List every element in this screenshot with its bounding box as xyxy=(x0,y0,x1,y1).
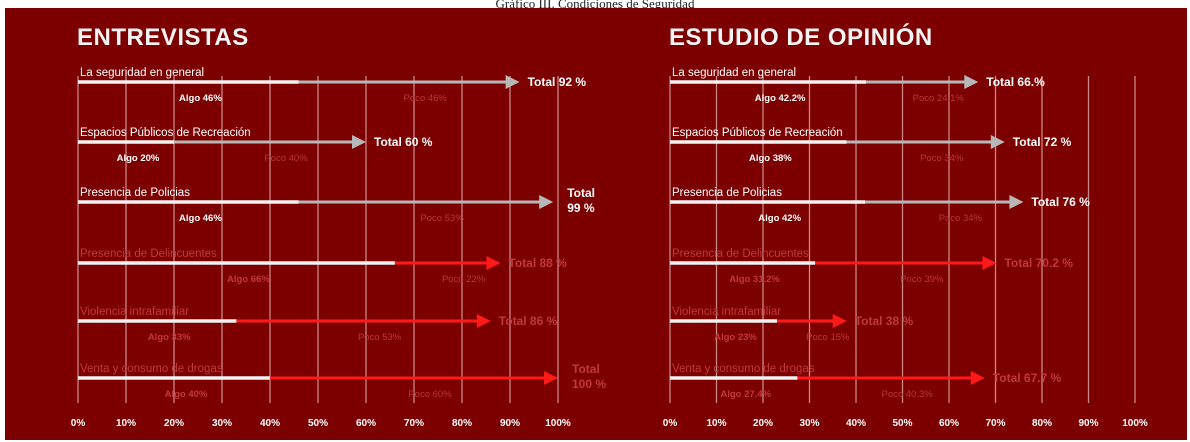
total-label: Total 76 % xyxy=(1031,195,1090,209)
total-label: Total 86 % xyxy=(499,314,558,328)
figure-caption: Gráfico III. Condiciones de Seguridad xyxy=(495,0,695,11)
arrow-head xyxy=(970,371,985,385)
algo-label: Algo 46% xyxy=(179,213,222,224)
tick-label: 50% xyxy=(892,418,912,429)
tick-label: 30% xyxy=(212,418,232,429)
algo-label: Algo 40% xyxy=(165,389,208,400)
tick-label: 60% xyxy=(356,418,376,429)
tick-label: 100% xyxy=(1122,418,1148,429)
poco-label: Poco 46% xyxy=(404,93,448,104)
row-label: La seguridad en general xyxy=(672,67,796,79)
arrow-head xyxy=(544,371,558,385)
tick-label: 0% xyxy=(663,418,678,429)
algo-label: Algo 33% xyxy=(148,332,191,343)
poco-label: Poco 15% xyxy=(806,332,850,343)
tick-label: 100% xyxy=(545,418,571,429)
row-label: Espacios Públicos de Recreación xyxy=(80,127,251,139)
arrow-head xyxy=(476,314,491,328)
tick-label: 0% xyxy=(71,418,86,429)
poco-label: Poco 39% xyxy=(900,274,944,285)
poco-label: Poco 53% xyxy=(358,332,402,343)
total-label: Total 60 % xyxy=(374,135,433,149)
total-label: Total 92 % xyxy=(528,75,587,89)
algo-label: Algo 66% xyxy=(227,274,270,285)
arrow-head xyxy=(982,256,997,270)
tick-label: 20% xyxy=(753,418,773,429)
tick-label: 70% xyxy=(985,418,1005,429)
tick-label: 20% xyxy=(164,418,184,429)
arrow-head xyxy=(990,135,1005,149)
total-label: 100 % xyxy=(572,377,606,391)
total-label: Total 67.7 % xyxy=(993,371,1062,385)
total-label: Total 66.% xyxy=(986,75,1045,89)
row-label: Violencia intrafamiliar xyxy=(672,306,781,318)
algo-label: Algo 42.2% xyxy=(755,93,806,104)
total-label: 99 % xyxy=(567,201,595,215)
algo-label: Algo 27.4% xyxy=(720,389,771,400)
arrow-head xyxy=(486,256,501,270)
total-label: Total 88 % xyxy=(508,256,567,270)
poco-label: Poco 60% xyxy=(408,389,452,400)
row-label: Venta y consumo de drogas xyxy=(672,363,815,375)
tick-label: 40% xyxy=(846,418,866,429)
poco-label: Poco 34% xyxy=(920,153,964,164)
tick-label: 80% xyxy=(1032,418,1052,429)
algo-label: Algo 38% xyxy=(749,153,792,164)
arrow-head xyxy=(505,75,520,89)
tick-label: 90% xyxy=(1078,418,1098,429)
tick-label: 60% xyxy=(939,418,959,429)
tick-label: 80% xyxy=(452,418,472,429)
tick-label: 70% xyxy=(404,418,424,429)
poco-label: Poco 34% xyxy=(939,213,983,224)
chart-slide: ENTREVISTAS ESTUDIO DE OPINIÓN 0% 10% 20% 3… xyxy=(5,8,1187,440)
row-label: Presencia de Delincuentes xyxy=(80,248,217,260)
arrow-head xyxy=(964,75,979,89)
total-label: Total 70.2 % xyxy=(1004,256,1073,270)
tick-label: 10% xyxy=(706,418,726,429)
tick-label: 90% xyxy=(500,418,520,429)
chart-canvas: 0% 10% 20% 30% 40% 50% 60% 70% 80% 90% 100% La segu… xyxy=(71,67,1148,429)
tick-label: 50% xyxy=(308,418,328,429)
row-label: Presencia de Policias xyxy=(672,187,782,199)
arrow-head xyxy=(352,135,366,149)
tick-label: 30% xyxy=(799,418,819,429)
arrow-head xyxy=(1009,195,1024,209)
poco-label: Poco 40.3% xyxy=(881,389,933,400)
arrow-head xyxy=(539,195,554,209)
row-label: Presencia de Policias xyxy=(80,187,190,199)
algo-label: Algo 20% xyxy=(117,153,160,164)
algo-label: Algo 42% xyxy=(758,213,801,224)
row-label: Violencia intrafamiliar xyxy=(80,306,189,318)
poco-label: Poco 53% xyxy=(420,213,464,224)
row-label: La seguridad en general xyxy=(80,67,204,79)
row-label: Espacios Públicos de Recreación xyxy=(672,127,843,139)
total-label: Total 72 % xyxy=(1013,135,1072,149)
total-label: Total 38 % xyxy=(855,314,914,328)
total-label: Total xyxy=(567,186,595,200)
poco-label: Poco 22% xyxy=(442,274,486,285)
poco-label: Poco 24.1% xyxy=(913,93,965,104)
algo-label: Algo 31.2% xyxy=(729,274,780,285)
row-label: Venta y consumo de drogas xyxy=(80,363,223,375)
algo-label: Algo 23% xyxy=(714,332,757,343)
panel-title-entrevistas: ENTREVISTAS xyxy=(77,24,249,51)
poco-label: Poco 40% xyxy=(264,153,308,164)
tick-label: 10% xyxy=(116,418,136,429)
algo-label: Algo 46% xyxy=(179,93,222,104)
panel-title-estudio-opinion: ESTUDIO DE OPINIÓN xyxy=(669,24,933,51)
tick-label: 40% xyxy=(260,418,280,429)
arrow-head xyxy=(832,314,847,328)
row-label: Presencia de Delincuentes xyxy=(672,248,809,260)
total-label: Total xyxy=(572,362,600,376)
